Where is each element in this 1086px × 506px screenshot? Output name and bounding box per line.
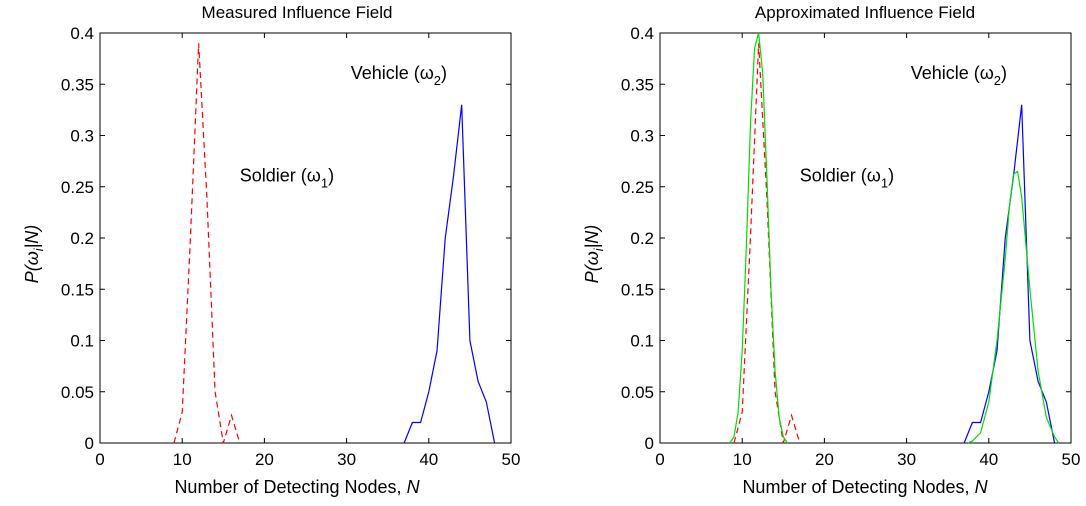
x-tick-label: 30 — [337, 450, 356, 469]
x-axis-title: Number of Detecting Nodes, N — [174, 477, 420, 497]
x-tick-label: 10 — [173, 450, 192, 469]
x-tick-label: 40 — [419, 450, 438, 469]
y-tick-label: 0 — [85, 434, 94, 453]
series-line-soldier — [173, 43, 241, 444]
x-tick-label: 0 — [95, 450, 104, 469]
annotation-label: Vehicle (ω2) — [911, 63, 1007, 88]
x-tick-label: 0 — [655, 450, 664, 469]
y-tick-label: 0.25 — [61, 178, 94, 197]
annotation-label: Vehicle (ω2) — [351, 63, 447, 88]
x-axis-title-text: Number of Detecting Nodes, — [174, 477, 406, 497]
x-tick-label: 20 — [815, 450, 834, 469]
y-tick-label: 0.15 — [61, 280, 94, 299]
y-tick-label: 0.2 — [70, 229, 94, 248]
axes-box — [659, 32, 1072, 444]
series-line-vehicle — [403, 104, 496, 444]
y-tick-label: 0.4 — [70, 24, 94, 43]
series-line-vehicle — [963, 104, 1056, 444]
chart-title: Approximated Influence Field — [755, 3, 975, 22]
y-tick-label: 0 — [645, 434, 654, 453]
y-tick-label: 0.25 — [621, 178, 654, 197]
series-line-soldier — [733, 43, 801, 444]
plot-area: 0 10 20 30 40 50 0 0.05 0.1 0.15 0.2 0.25 0.3 0.35 0.4… — [61, 24, 521, 469]
x-tick-label: 10 — [733, 450, 752, 469]
annotation-label: Soldier (ω1) — [240, 166, 334, 191]
x-axis-variable: N — [407, 477, 421, 497]
plot-area: 0 10 20 30 40 50 0 0.05 0.1 0.15 0.2 0.25 0.3 0.35 0.4… — [621, 24, 1081, 469]
x-tick-label: 30 — [897, 450, 916, 469]
right-panel: Approximated Influence Field 0 10 20 30 40 50… — [582, 3, 1080, 497]
x-tick-label: 50 — [1062, 450, 1081, 469]
series-line-vehicle-fit — [967, 170, 1060, 444]
y-tick-label: 0.3 — [630, 127, 654, 146]
axes-box — [99, 32, 512, 444]
y-tick-label: 0.05 — [621, 383, 654, 402]
y-axis-title: P(ωi|N) — [582, 225, 606, 284]
y-tick-label: 0.15 — [621, 280, 654, 299]
y-tick-label: 0.05 — [61, 383, 94, 402]
y-tick-label: 0.1 — [630, 332, 654, 351]
y-tick-label: 0.4 — [630, 24, 654, 43]
x-tick-label: 20 — [255, 450, 274, 469]
chart-title: Measured Influence Field — [202, 3, 393, 22]
y-tick-label: 0.1 — [70, 332, 94, 351]
x-tick-label: 50 — [502, 450, 521, 469]
x-axis-title: Number of Detecting Nodes, N — [742, 477, 988, 497]
left-panel: Measured Influence Field 0 10 20 30 40 50 0 0.0… — [22, 3, 520, 497]
annotation-label: Soldier (ω1) — [800, 166, 894, 191]
y-tick-label: 0.35 — [621, 75, 654, 94]
y-tick-label: 0.35 — [61, 75, 94, 94]
y-tick-label: 0.2 — [630, 229, 654, 248]
y-tick-label: 0.3 — [70, 127, 94, 146]
x-axis-variable: N — [975, 477, 989, 497]
x-axis-title-text: Number of Detecting Nodes, — [742, 477, 974, 497]
series-line-soldier-fit — [729, 32, 788, 444]
x-tick-label: 40 — [979, 450, 998, 469]
y-axis-title: P(ωi|N) — [22, 225, 46, 284]
